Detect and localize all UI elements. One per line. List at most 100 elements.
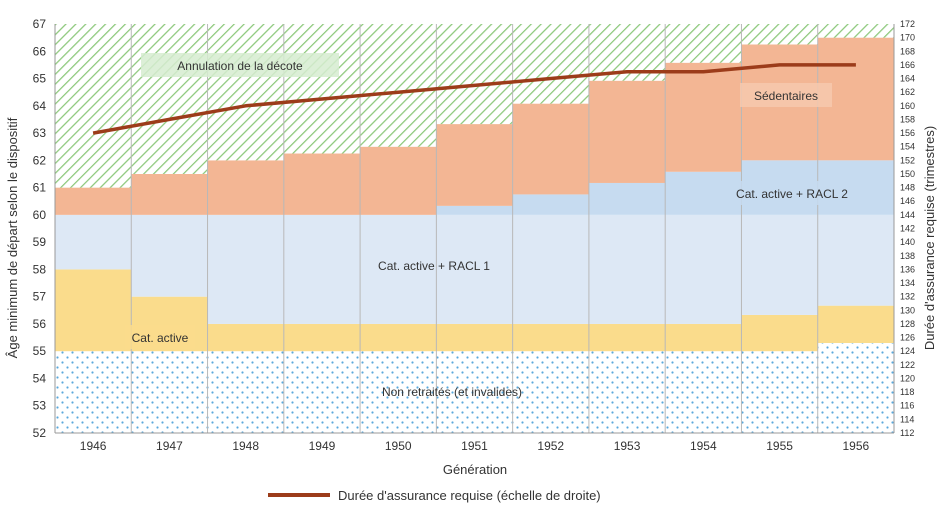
area-racl1 <box>283 214 361 324</box>
area-racl1 <box>360 214 437 324</box>
x-tick-label: 1956 <box>843 439 870 453</box>
label-annulation-box <box>141 53 339 77</box>
label-sedentaires-box <box>740 83 832 107</box>
y2-tick-label: 116 <box>900 401 914 411</box>
y-tick-label: 59 <box>33 235 47 249</box>
area-annulation <box>131 24 208 174</box>
label-racl2-box <box>707 181 877 205</box>
area-cat-active <box>360 323 437 352</box>
x-tick-label: 1951 <box>461 439 488 453</box>
area-racl2 <box>512 194 589 215</box>
area-cat-active <box>588 323 666 352</box>
axes: 52 53 54 55 56 57 58 59 60 61 62 63 64 65 66 67 112 114 11… <box>33 17 915 453</box>
label-cat-active: Cat. active <box>132 331 189 345</box>
label-sedentaires: Sédentaires <box>754 89 818 103</box>
label-annulation: Annulation de la décote <box>177 59 303 73</box>
y-tick-label: 55 <box>33 344 47 358</box>
x-tick-label: 1947 <box>156 439 183 453</box>
area-sedentaires <box>512 103 589 195</box>
area-racl1 <box>588 214 666 324</box>
y-tick-label: 61 <box>33 181 47 195</box>
area-annulation <box>207 24 284 161</box>
area-annulation <box>665 24 742 63</box>
area-sedentaires <box>360 146 437 215</box>
y2-tick-label: 166 <box>900 60 915 70</box>
y-tick-label: 62 <box>33 153 47 167</box>
y2-tick-label: 168 <box>900 46 915 56</box>
legend: Durée d'assurance requise (échelle de dr… <box>268 488 601 503</box>
area-labels: Annulation de la décote Sédentaires Cat. a… <box>125 53 877 399</box>
y2-tick-label: 172 <box>900 19 915 29</box>
y2-tick-label: 160 <box>900 101 915 111</box>
area-non-retraites <box>360 351 437 433</box>
y2-tick-label: 114 <box>900 414 914 424</box>
area-racl2 <box>588 182 666 215</box>
label-racl1: Cat. active + RACL 1 <box>378 259 490 273</box>
y-tick-label: 66 <box>33 44 47 58</box>
y2-tick-label: 128 <box>900 319 915 329</box>
y-tick-label: 58 <box>33 262 47 276</box>
x-axis-title: Génération <box>443 462 507 477</box>
y2-tick-label: 164 <box>900 74 915 84</box>
y2-tick-label: 136 <box>900 264 915 274</box>
area-racl1 <box>436 214 513 324</box>
x-tick-label: 1948 <box>232 439 259 453</box>
area-racl1 <box>512 214 589 324</box>
x-tick-label: 1954 <box>690 439 717 453</box>
y2-tick-label: 122 <box>900 360 915 370</box>
y2-tick-label: 154 <box>900 142 915 152</box>
area-sedentaires <box>283 153 361 215</box>
y2-tick-label: 142 <box>900 224 915 234</box>
area-non-retraites <box>131 351 208 433</box>
area-cat-active <box>817 305 894 344</box>
area-annulation <box>436 24 513 125</box>
y2-tick-label: 120 <box>900 373 915 383</box>
area-cat-active <box>207 323 284 352</box>
y-tick-label: 64 <box>33 99 47 113</box>
area-cat-active <box>55 269 132 352</box>
x-tick-label: 1955 <box>766 439 793 453</box>
y2-tick-label: 118 <box>900 387 914 397</box>
y-tick-label: 52 <box>33 426 47 440</box>
area-racl1 <box>55 214 132 270</box>
stacked-areas <box>55 24 894 433</box>
area-non-retraites <box>588 351 666 433</box>
area-racl1 <box>741 214 818 315</box>
area-racl1 <box>207 214 284 324</box>
area-cat-active <box>512 323 589 352</box>
area-non-retraites <box>436 351 513 433</box>
y2-tick-label: 130 <box>900 305 915 315</box>
area-cat-active <box>665 323 742 352</box>
area-annulation <box>817 24 894 38</box>
y2-tick-label: 162 <box>900 87 915 97</box>
y2-axis-title: Durée d'assurance requise (trimestres) <box>922 126 937 350</box>
area-sedentaires <box>207 160 284 215</box>
y-tick-label: 63 <box>33 126 47 140</box>
area-sedentaires <box>665 62 742 172</box>
y2-tick-label: 152 <box>900 155 915 165</box>
area-racl1 <box>131 214 208 297</box>
label-racl2: Cat. active + RACL 2 <box>736 187 848 201</box>
duration-line <box>92 63 856 135</box>
y2-tick-label: 146 <box>900 196 915 206</box>
y-tick-label: 56 <box>33 317 47 331</box>
area-sedentaires <box>436 124 513 206</box>
y2-tick-label: 144 <box>900 210 915 220</box>
label-non-retraites: Non retraités (et invalides) <box>382 385 522 399</box>
area-non-retraites <box>207 351 284 433</box>
area-non-retraites <box>741 351 818 433</box>
y-tick-label: 60 <box>33 208 47 222</box>
y2-tick-label: 124 <box>900 346 915 356</box>
y2-tick-label: 170 <box>900 33 915 43</box>
x-tick-label: 1949 <box>309 439 336 453</box>
y2-tick-label: 138 <box>900 251 915 261</box>
area-non-retraites <box>512 351 589 433</box>
y2-tick-label: 134 <box>900 278 915 288</box>
y-tick-label: 67 <box>33 17 47 31</box>
label-cat-active-box <box>125 325 195 349</box>
area-racl1 <box>817 214 894 306</box>
area-non-retraites <box>283 351 361 433</box>
area-annulation <box>283 24 361 154</box>
y2-tick-label: 150 <box>900 169 915 179</box>
